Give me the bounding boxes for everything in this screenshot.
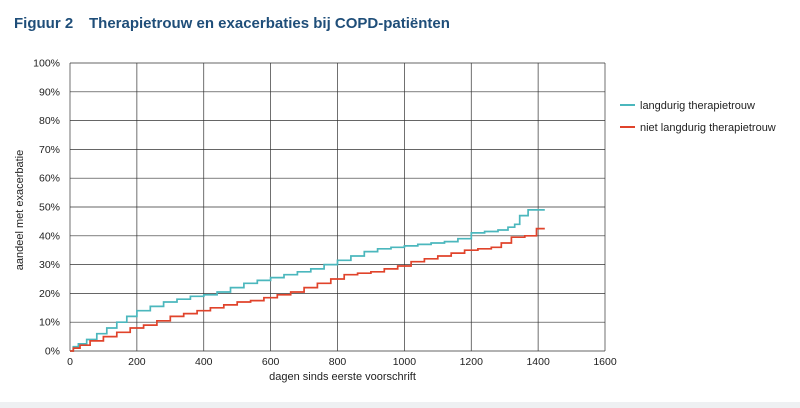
series-group bbox=[70, 209, 545, 352]
y-tick-label: 70% bbox=[39, 144, 60, 156]
bottom-divider bbox=[0, 402, 800, 408]
y-tick-label: 80% bbox=[39, 115, 60, 127]
tick-labels: 0% 10% 20% 30% 40% 50% 60% 70% 80% 90% 100% 0 200 400… bbox=[33, 58, 617, 369]
y-tick-label: 0% bbox=[45, 346, 60, 358]
x-tick-label: 600 bbox=[262, 356, 280, 368]
legend-label-2: niet langdurig therapietrouw bbox=[640, 122, 776, 134]
x-tick-label: 800 bbox=[329, 356, 347, 368]
legend: langdurig therapietrouw niet langdurig th… bbox=[620, 100, 776, 134]
x-tick-label: 1200 bbox=[460, 356, 484, 368]
x-axis-label: dagen sinds eerste voorschrift bbox=[269, 371, 416, 383]
x-tick-label: 200 bbox=[128, 356, 146, 368]
x-tick-label: 1400 bbox=[526, 356, 550, 368]
figure-number: Figuur 2 bbox=[14, 15, 74, 32]
legend-label-1: langdurig therapietrouw bbox=[640, 100, 755, 112]
y-tick-label: 20% bbox=[39, 288, 60, 300]
figure-title: Figuur 2 Therapietrouw en exacerbaties bi… bbox=[14, 15, 450, 32]
y-axis-label: aandeel met exacerbatie bbox=[14, 150, 26, 270]
x-tick-label: 0 bbox=[67, 356, 73, 368]
y-tick-label: 100% bbox=[33, 58, 60, 70]
series-line-1 bbox=[70, 209, 545, 352]
y-tick-label: 60% bbox=[39, 173, 60, 185]
y-tick-label: 30% bbox=[39, 259, 60, 271]
y-tick-label: 50% bbox=[39, 202, 60, 214]
y-tick-label: 40% bbox=[39, 230, 60, 242]
x-tick-label: 1000 bbox=[393, 356, 417, 368]
figure-heading: Therapietrouw en exacerbaties bij COPD-p… bbox=[89, 15, 450, 32]
y-tick-label: 10% bbox=[39, 317, 60, 329]
x-tick-label: 400 bbox=[195, 356, 213, 368]
y-tick-label: 90% bbox=[39, 86, 60, 98]
series-line-2 bbox=[70, 227, 545, 352]
grid bbox=[69, 62, 606, 352]
x-tick-label: 1600 bbox=[593, 356, 617, 368]
